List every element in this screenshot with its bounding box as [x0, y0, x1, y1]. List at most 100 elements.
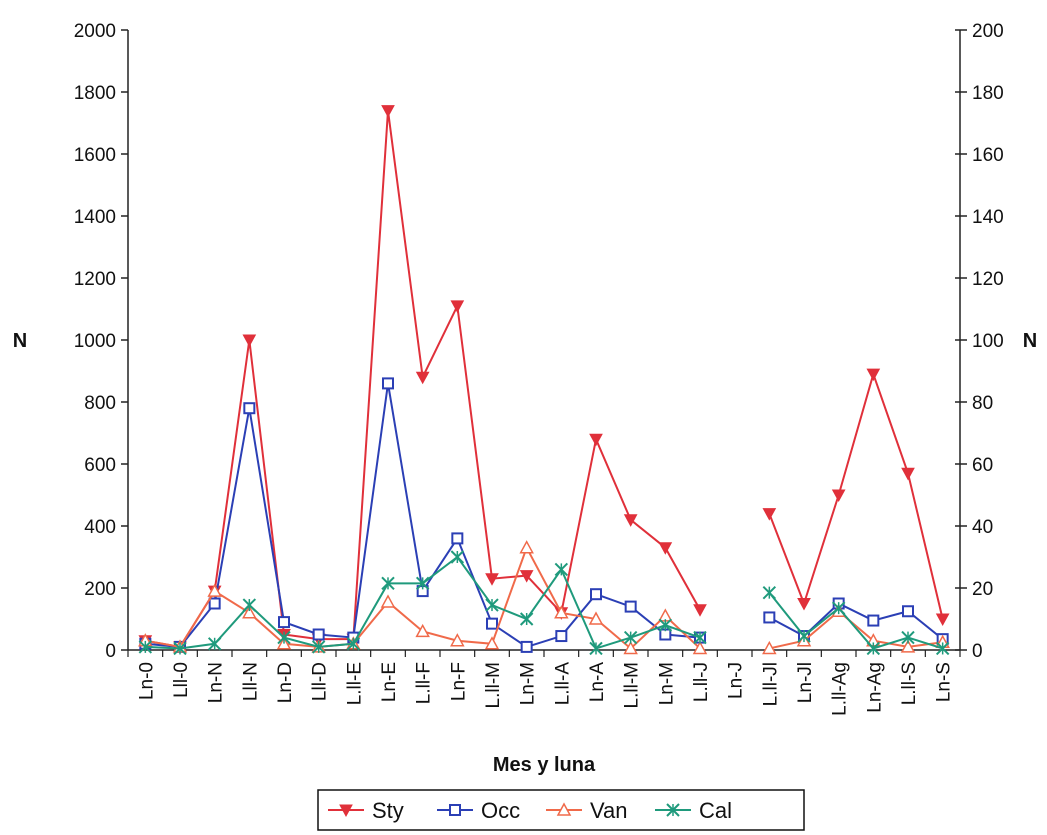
data-point [902, 605, 914, 618]
data-point [556, 802, 572, 816]
data-point [589, 433, 603, 447]
series-line [145, 383, 701, 648]
right-tick-label: 200 [972, 21, 1004, 42]
x-tick-label: Ln-D [275, 662, 296, 703]
legend-item-cal: Cal [655, 798, 732, 823]
data-point [380, 594, 396, 608]
data-point [346, 637, 361, 651]
x-tick-label: L.ll-Ag [830, 662, 851, 716]
legend-label: Cal [699, 798, 732, 823]
right-tick-label: 120 [972, 269, 1004, 290]
data-point [901, 467, 915, 481]
left-tick-label: 600 [84, 455, 116, 476]
left-tick-label: 0 [105, 641, 116, 662]
data-point [242, 598, 257, 612]
data-point [243, 402, 256, 415]
left-tick-label: 2000 [74, 21, 116, 42]
series-occ [139, 377, 949, 653]
x-tick-label: L.ll-S [899, 662, 920, 705]
data-point [207, 637, 222, 651]
right-tick-label: 140 [972, 207, 1004, 228]
series-line [768, 592, 943, 650]
legend-label: Occ [481, 798, 520, 823]
left-tick-label: 1200 [74, 269, 116, 290]
data-point [762, 585, 777, 600]
legend-label: Van [590, 798, 628, 823]
x-tick-label: L.ll-J [691, 662, 712, 702]
data-point [658, 618, 673, 632]
data-point [138, 640, 153, 654]
right-tick-label: 60 [972, 455, 993, 476]
legend-label: Sty [372, 798, 404, 823]
right-tick-label: 100 [972, 331, 1004, 352]
data-point [693, 630, 707, 645]
data-point [866, 368, 881, 382]
x-tick-label: Ln-Ag [864, 662, 885, 713]
x-tick-label: L.ll-Jl [760, 662, 781, 706]
data-point [450, 300, 465, 313]
data-point [762, 640, 777, 655]
data-point [623, 640, 638, 655]
data-point [866, 641, 881, 656]
x-axis: Ln-0 Lll-0 Ln-N Lll-N Ln-D Lll-D L.ll-E Ln-E L.l… [127, 649, 961, 716]
data-point [381, 576, 395, 591]
data-point [339, 804, 353, 818]
x-tick-label: L.ll-F [414, 662, 435, 704]
data-point [831, 601, 846, 615]
left-tick-label: 1800 [74, 83, 116, 104]
data-point [208, 597, 221, 610]
x-tick-label: Ln-Jl [795, 662, 816, 703]
left-tick-label: 1600 [74, 145, 116, 166]
x-tick-label: Ln-S [934, 662, 955, 702]
left-y-axis-title: N [13, 330, 27, 352]
data-point [623, 630, 638, 645]
data-point [692, 640, 708, 655]
series-cal [138, 550, 950, 656]
data-point [831, 489, 846, 503]
right-tick-label: 160 [972, 145, 1004, 166]
data-point [242, 605, 257, 619]
x-tick-label: Lll-N [240, 662, 261, 701]
data-point [450, 633, 465, 647]
x-tick-label: Ln-E [379, 662, 400, 702]
data-point [484, 636, 500, 650]
data-point [415, 371, 430, 385]
right-tick-label: 180 [972, 83, 1004, 104]
data-point [901, 630, 915, 645]
data-point [519, 612, 534, 626]
data-point [173, 641, 187, 656]
data-point [451, 532, 464, 545]
data-point [485, 598, 499, 612]
data-point [624, 600, 637, 613]
data-point [450, 550, 465, 564]
left-tick-label: 400 [84, 517, 116, 538]
data-point [312, 628, 325, 641]
data-point [519, 570, 534, 583]
right-tick-label: 80 [972, 393, 993, 414]
data-point [381, 105, 395, 118]
data-point [589, 641, 603, 656]
data-point [415, 576, 430, 591]
x-tick-label: Lll-0 [171, 662, 192, 698]
series-van [138, 540, 950, 655]
data-point [449, 804, 461, 816]
data-point [311, 640, 326, 654]
series-sty [138, 105, 950, 654]
series-line [768, 370, 944, 620]
right-y-axis-title: N [1023, 330, 1037, 352]
left-y-axis: 0 200 400 600 800 1000 1200 1400 1600 1800 2000 [74, 21, 129, 662]
x-tick-label: Ln-N [206, 662, 227, 703]
data-point [666, 803, 680, 817]
data-point [278, 616, 290, 629]
data-point [590, 588, 602, 601]
data-point [762, 508, 777, 521]
data-point [242, 334, 257, 348]
data-point [900, 639, 916, 653]
data-point [207, 583, 222, 597]
data-point [485, 573, 499, 586]
data-point [277, 630, 291, 645]
x-tick-label: Ln-M [656, 662, 677, 705]
legend-item-sty: Sty [328, 798, 404, 823]
data-point [382, 377, 394, 390]
